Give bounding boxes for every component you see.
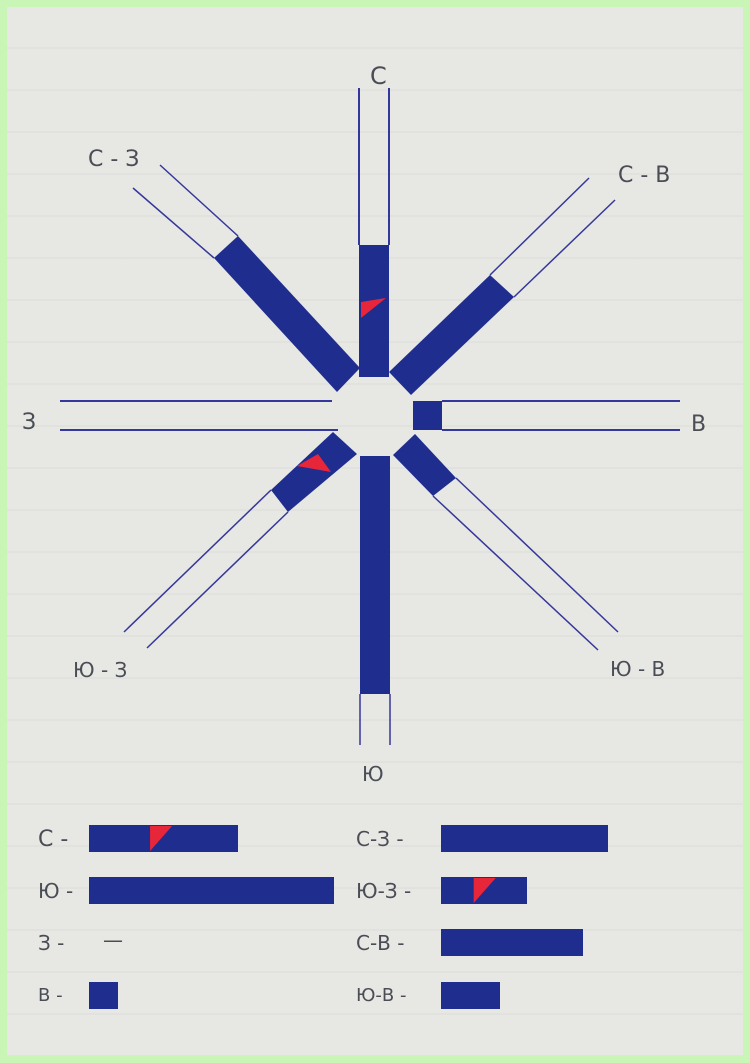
spoke-southwest	[123, 432, 357, 649]
legend-label-east: В -	[38, 985, 63, 1006]
legend-label-northwest: С-З -	[356, 827, 404, 851]
spoke-northeast	[389, 177, 616, 395]
spoke-north	[358, 88, 390, 377]
label-northwest: С - З	[88, 147, 139, 172]
label-south: Ю	[362, 762, 384, 786]
legend-label-southwest: Ю-З -	[356, 879, 411, 903]
label-southwest: Ю - З	[73, 658, 127, 682]
spoke-south	[359, 456, 391, 745]
accent-mark-southwest	[297, 454, 331, 472]
label-northeast: С - В	[618, 163, 670, 188]
label-east: В	[691, 412, 706, 437]
label-west: З	[22, 410, 36, 435]
legend-accent-southwest	[473, 878, 496, 903]
legend: С - Ю - З - — В - С-З - Ю-З - С-В - Ю-В …	[38, 825, 608, 1009]
legend-label-south: Ю -	[38, 879, 73, 903]
accent-mark-north	[361, 298, 386, 318]
legend-bar-south	[89, 877, 334, 904]
label-southeast: Ю - В	[610, 657, 665, 681]
spoke-southeast	[393, 434, 619, 651]
legend-label-southeast: Ю-В -	[356, 985, 407, 1006]
legend-accent-north	[150, 826, 173, 851]
spoke-west	[60, 400, 338, 431]
legend-label-northeast: С-В -	[356, 931, 404, 955]
legend-bar-southeast	[441, 982, 500, 1009]
legend-west-dash: —	[103, 928, 123, 952]
legend-bar-northwest	[441, 825, 608, 852]
label-north: С	[370, 62, 387, 90]
legend-bar-east	[89, 982, 118, 1009]
legend-bar-northeast	[441, 929, 583, 956]
legend-label-west: З -	[38, 931, 64, 955]
spoke-east	[413, 400, 680, 431]
spoke-northwest	[132, 164, 360, 392]
legend-label-north: С -	[38, 827, 68, 852]
